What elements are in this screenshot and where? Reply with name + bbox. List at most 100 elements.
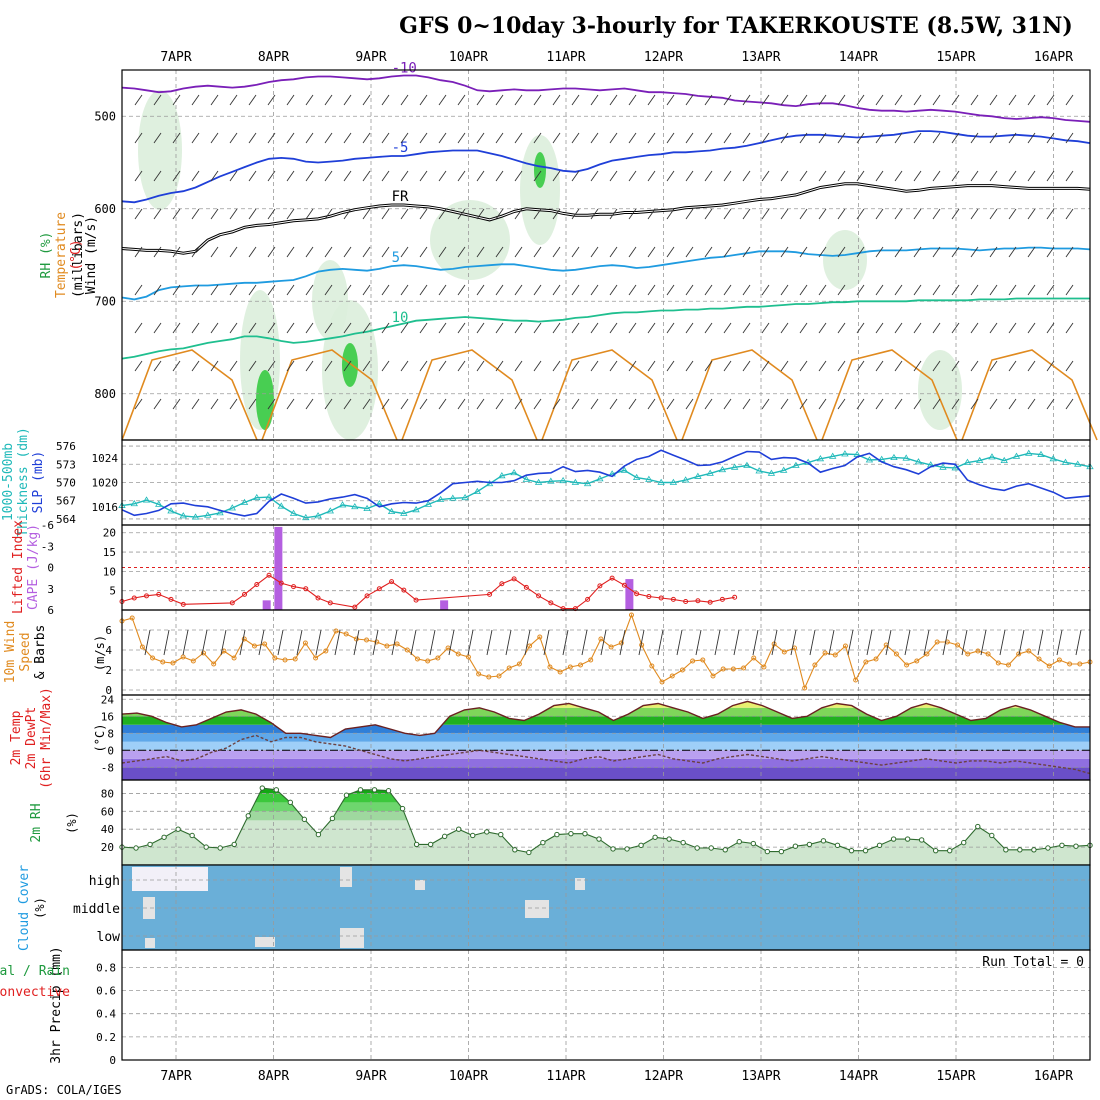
- thickness-marker: [743, 461, 751, 468]
- wind-speed-marker: [812, 662, 818, 668]
- lifted-index-line: [121, 574, 735, 610]
- wind-barb: [581, 629, 588, 656]
- top-date-label: 14APR: [839, 50, 878, 65]
- wind-barb: [951, 360, 960, 372]
- wind-barb: [248, 170, 257, 182]
- high-cloud-block: [132, 867, 208, 891]
- temperature-color-band: [122, 733, 1090, 742]
- wind-barb: [590, 360, 599, 372]
- temperature-isotherm: [121, 74, 1091, 123]
- rh-marker: [862, 847, 869, 854]
- wind-barb: [742, 322, 751, 334]
- wind-barb: [229, 246, 238, 258]
- warm-isotherm: [401, 349, 538, 441]
- wind-barb: [590, 284, 599, 296]
- wind-barb: [229, 322, 238, 334]
- wind-barb: [970, 94, 979, 106]
- wind-barb: [248, 284, 257, 296]
- thickness-marker: [841, 450, 849, 457]
- thickness-marker: [645, 475, 653, 482]
- slp-line: [121, 449, 1091, 517]
- wind-barb: [229, 94, 238, 106]
- thickness-marker: [547, 477, 555, 484]
- wind-speed-marker: [374, 639, 380, 645]
- wind-barb: [495, 246, 504, 258]
- wind-barb: [172, 246, 181, 258]
- wind-speed-marker: [832, 652, 838, 658]
- run-total-label: Run Total = 0: [982, 955, 1084, 970]
- wind-barb: [134, 398, 143, 410]
- wind-barb: [856, 284, 865, 296]
- thickness-marker: [498, 472, 506, 479]
- wind-barb: [628, 170, 637, 182]
- wind-barb: [894, 132, 903, 144]
- wind-barb: [647, 208, 656, 220]
- wind-barb: [875, 398, 884, 410]
- wind-barb: [172, 132, 181, 144]
- wind-barb: [419, 360, 428, 372]
- wind-barb: [780, 360, 789, 372]
- wind-barb: [153, 284, 162, 296]
- wind-barb: [866, 629, 873, 656]
- wind-speed-marker: [690, 658, 696, 664]
- thickness-tick-label: 573: [56, 458, 76, 471]
- wind-speed-line: [121, 613, 1091, 690]
- thickness-marker: [571, 478, 580, 485]
- wind-barb: [1027, 360, 1036, 372]
- wind-barb: [638, 629, 645, 656]
- wind-barb: [419, 284, 428, 296]
- rh-marker: [441, 833, 448, 840]
- wind-speed-marker: [201, 650, 207, 656]
- wind-barb: [609, 322, 618, 334]
- wind-barb: [989, 284, 998, 296]
- wind-barb: [400, 284, 409, 296]
- wind-barb: [885, 629, 892, 656]
- rh-humid-zone: [138, 90, 182, 210]
- wind-barb: [229, 360, 238, 372]
- wind-barb: [894, 398, 903, 410]
- wind-speed-marker: [741, 665, 747, 671]
- wind-barb: [514, 246, 523, 258]
- thickness-marker: [314, 512, 322, 519]
- thickness-marker: [1061, 458, 1070, 465]
- wind-barb: [533, 170, 542, 182]
- wind-barb: [400, 322, 409, 334]
- wind-barb: [1027, 322, 1036, 334]
- wind-barb: [343, 94, 352, 106]
- wind-barb: [343, 208, 352, 220]
- wind-barb: [552, 284, 561, 296]
- precip-total-rain-label: Total / Rain: [0, 964, 70, 979]
- wind-barb: [980, 629, 987, 656]
- thickness-marker: [400, 509, 408, 516]
- wind-barb: [514, 132, 523, 144]
- wind-barb: [1008, 170, 1017, 182]
- thickness-marker: [1000, 456, 1008, 464]
- wind-barb: [714, 629, 721, 656]
- wind-speed-marker: [1005, 662, 1011, 668]
- wind-barb: [457, 360, 466, 372]
- wind-speed-marker: [761, 664, 767, 670]
- wind-barb: [571, 170, 580, 182]
- thickness-marker: [1037, 450, 1045, 457]
- wind-barb: [324, 398, 333, 410]
- panel-label: Thickness (dm): [16, 427, 31, 537]
- rh-humid-zone: [520, 135, 560, 245]
- thickness-marker: [436, 495, 445, 502]
- wind-barb: [666, 360, 675, 372]
- wind-barb: [913, 284, 922, 296]
- wind-barb: [970, 322, 979, 334]
- wind-barb: [704, 284, 713, 296]
- wind-barb: [172, 398, 181, 410]
- wind-speed-marker: [272, 655, 278, 661]
- wind-speed-marker: [160, 659, 166, 665]
- wind-barb: [856, 360, 865, 372]
- wind-speed-marker: [802, 685, 808, 691]
- wind-barb: [229, 284, 238, 296]
- cloud-unit: (%): [33, 897, 47, 919]
- wind-barb: [894, 322, 903, 334]
- wind-barb: [761, 94, 770, 106]
- wind-barb: [647, 322, 656, 334]
- wind-speed-marker: [995, 660, 1001, 666]
- wind-barb: [970, 360, 979, 372]
- wind-barb: [723, 284, 732, 296]
